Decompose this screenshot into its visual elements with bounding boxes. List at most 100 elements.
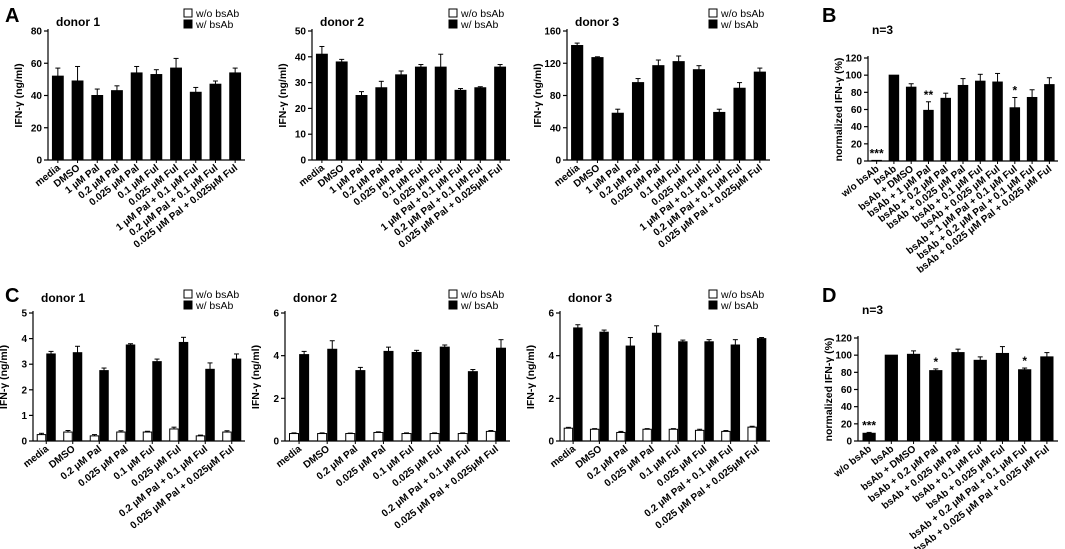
y-tick-label: 30 <box>295 78 307 89</box>
bar <box>730 344 741 442</box>
bar <box>573 327 583 442</box>
y-tick-label: 1 <box>21 411 27 422</box>
bar <box>992 81 1003 162</box>
y-tick-label: 40 <box>841 402 853 413</box>
bar <box>317 433 328 442</box>
panel-letter: A <box>5 5 19 27</box>
chart-title: donor 1 <box>56 15 100 29</box>
bar <box>71 80 84 161</box>
chart-title: n=3 <box>872 23 893 37</box>
y-tick-label: 60 <box>31 59 43 70</box>
chart-d: Dn=3 normalized IFN-γ (%) 0 20 40 60 80 100 120 w… <box>822 285 1058 549</box>
legend-label-with: w/ bsAb <box>720 19 759 31</box>
y-tick-label: 20 <box>851 139 863 150</box>
y-tick-label: 2 <box>548 394 554 405</box>
bar <box>888 74 900 162</box>
bar <box>72 352 83 442</box>
chart-title: donor 3 <box>575 15 619 29</box>
bar <box>678 341 688 442</box>
legend-swatch-with <box>183 300 193 310</box>
bar <box>395 74 408 161</box>
y-tick-label: 0 <box>846 437 852 448</box>
y-tick-label: 80 <box>550 91 562 102</box>
bar <box>46 353 56 442</box>
legend-label-without: w/o bsAb <box>720 8 764 20</box>
bar <box>625 345 636 442</box>
chart-title: n=3 <box>862 303 883 317</box>
bar <box>414 66 427 161</box>
bar <box>36 434 47 442</box>
bar <box>327 348 338 442</box>
panel-letter: C <box>5 285 19 307</box>
bar <box>150 74 163 161</box>
significance-marker: * <box>1012 83 1017 97</box>
bar <box>651 332 662 442</box>
legend-label-without: w/o bsAb <box>195 8 239 20</box>
y-tick-label: 80 <box>851 88 863 99</box>
y-axis-label: IFN-γ (ng/ml) <box>13 63 25 127</box>
y-tick-label: 40 <box>550 123 562 134</box>
y-tick-label: 6 <box>548 309 554 320</box>
bar <box>189 91 202 161</box>
bar <box>672 61 685 161</box>
y-tick-label: 60 <box>841 385 853 396</box>
bar <box>1018 369 1032 442</box>
y-axis-label: normalized IFN-γ (%) <box>833 58 845 162</box>
bar <box>373 431 384 442</box>
y-tick-label: 0 <box>273 437 279 448</box>
bar <box>591 57 604 161</box>
bar <box>756 338 767 442</box>
y-tick-label: 20 <box>841 419 853 430</box>
chart-title: donor 2 <box>320 15 364 29</box>
bar <box>642 428 652 442</box>
bar <box>315 53 328 161</box>
bar <box>467 371 478 442</box>
legend-label-with: w/ bsAb <box>460 300 499 312</box>
significance-marker: ** <box>924 88 934 102</box>
y-tick-label: 120 <box>544 59 561 70</box>
bar <box>411 351 422 442</box>
y-tick-label: 0 <box>21 437 27 448</box>
y-axis-label: normalized IFN-γ (%) <box>823 338 835 442</box>
y-tick-label: 80 <box>31 27 43 38</box>
bar <box>940 97 951 162</box>
y-tick-label: 80 <box>841 368 853 379</box>
bar <box>383 350 394 442</box>
bar <box>1044 84 1055 162</box>
bar <box>733 87 746 161</box>
legend-swatch-without <box>448 8 458 18</box>
legend-swatch-without <box>708 289 718 299</box>
panel-letter: D <box>822 285 836 307</box>
bar <box>63 431 73 442</box>
bar <box>1040 356 1054 442</box>
bar <box>973 359 987 442</box>
significance-marker: * <box>933 355 938 369</box>
bar <box>205 368 215 442</box>
bar <box>457 433 468 442</box>
y-axis-label: IFN-γ (ng/ml) <box>532 63 544 127</box>
bar <box>439 346 450 442</box>
bar <box>89 435 100 442</box>
chart-title: donor 3 <box>568 291 612 305</box>
bar <box>299 354 310 442</box>
legend-label-without: w/o bsAb <box>720 289 764 301</box>
bar <box>975 80 986 162</box>
bar <box>713 111 726 161</box>
y-tick-label: 0 <box>548 437 554 448</box>
bar <box>91 95 104 161</box>
legend-label-with: w/ bsAb <box>195 19 234 31</box>
legend-label-without: w/o bsAb <box>460 289 504 301</box>
bar <box>130 72 143 161</box>
legend-label-with: w/ bsAb <box>460 19 499 31</box>
y-tick-label: 120 <box>845 54 862 65</box>
